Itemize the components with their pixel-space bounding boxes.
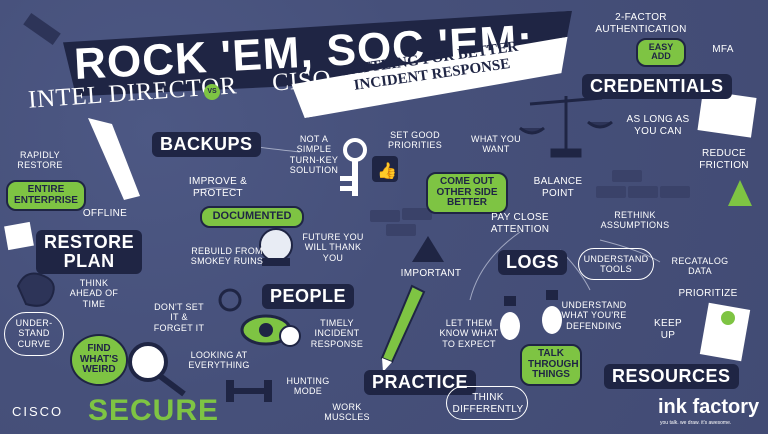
sword-icon bbox=[88, 118, 140, 200]
document-icon bbox=[699, 302, 751, 362]
key-icon bbox=[340, 138, 367, 196]
find-weird-bubble: FIND WHAT'S WEIRD bbox=[70, 334, 128, 386]
pay-close-attention-text: PAY CLOSE ATTENTION bbox=[490, 212, 550, 235]
understand-curve-text: UNDER-STAND CURVE bbox=[15, 318, 53, 349]
talk-through-bubble: TALK THROUGH THINGS bbox=[520, 344, 582, 386]
balance-scale-icon bbox=[519, 96, 613, 158]
easy-add-bubble: EASY ADD bbox=[636, 38, 686, 67]
crystal-ball-icon bbox=[259, 228, 293, 266]
think-ahead-text: THINK AHEAD OF TIME bbox=[69, 278, 119, 309]
eye-icon bbox=[240, 314, 301, 347]
people-label: PEOPLE bbox=[262, 284, 355, 309]
mfa-text: MFA bbox=[712, 44, 734, 55]
hunting-mode-text: HUNTING MODE bbox=[286, 376, 330, 397]
dont-set-text: DON'T SET IT & FORGET IT bbox=[153, 302, 205, 333]
understand-curve-cloud bbox=[4, 312, 64, 356]
plan-label: PLAN bbox=[63, 250, 115, 271]
fighters-icon bbox=[500, 290, 562, 340]
important-text: IMPORTANT bbox=[400, 268, 462, 279]
backups-label: BACKUPS bbox=[152, 132, 261, 157]
two-factor-text: 2-FACTOR AUTHENTICATION bbox=[595, 12, 687, 35]
thumbs-up-icon bbox=[372, 156, 398, 182]
ink-factory-tagline: you talk. we draw. it's awesome. bbox=[660, 420, 732, 426]
understand-tools-text: UNDERSTAND TOOLS bbox=[583, 254, 649, 275]
what-you-want-text: WHAT YOU WANT bbox=[471, 134, 521, 155]
brain-icon bbox=[16, 272, 55, 307]
recatalog-text: RECATALOG DATA bbox=[671, 256, 729, 277]
prioritize-text: PRIORITIZE bbox=[678, 288, 738, 299]
resources-label: RESOURCES bbox=[604, 364, 739, 389]
documented-bubble: DOCUMENTED bbox=[200, 206, 304, 228]
vs-badge: VS bbox=[204, 84, 220, 100]
note-icon bbox=[4, 221, 34, 251]
brick-wall-decor bbox=[370, 170, 690, 236]
come-out-bubble: COME OUT OTHER SIDE BETTER bbox=[426, 172, 508, 214]
understand-tools-cloud bbox=[578, 248, 654, 280]
let-them-know-text: LET THEM KNOW WHAT TO EXPECT bbox=[439, 318, 499, 349]
warning-icon bbox=[412, 236, 444, 262]
timely-response-text: TIMELY INCIDENT RESPONSE bbox=[310, 318, 364, 349]
rebuild-text: REBUILD FROM SMOKEY RUINS bbox=[190, 246, 264, 267]
set-good-priorities-text: SET GOOD PRIORITIES bbox=[387, 130, 442, 151]
rapidly-restore-text: RAPIDLY RESTORE bbox=[17, 150, 63, 171]
balance-point-text: BALANCE POINT bbox=[533, 176, 583, 199]
improve-protect-text: IMPROVE & PROTECT bbox=[188, 176, 248, 199]
restore-label: RESTORE bbox=[44, 232, 135, 252]
dumbbell-icon bbox=[226, 380, 272, 402]
offline-text: OFFLINE bbox=[82, 208, 128, 219]
entire-enterprise-bubble: ENTIRE ENTERPRISE bbox=[6, 180, 86, 211]
cisco-logo: CISCO bbox=[12, 404, 64, 419]
secure-text: SECURE bbox=[88, 394, 220, 427]
as-long-text: AS LONG AS YOU CAN bbox=[626, 114, 690, 137]
ink-factory-logo: ink factory bbox=[658, 396, 760, 418]
reduce-friction-text: REDUCE FRICTION bbox=[699, 148, 749, 171]
future-thank-text: FUTURE YOU WILL THANK YOU bbox=[302, 232, 364, 263]
think-differently-cloud bbox=[446, 386, 528, 420]
warning-icon-green bbox=[728, 180, 752, 206]
keep-up-text: KEEP UP bbox=[654, 318, 682, 341]
svg-text:👍: 👍 bbox=[377, 161, 397, 180]
think-differently-text: THINK DIFFERENTLY bbox=[452, 392, 524, 415]
pencil-icon bbox=[380, 284, 426, 372]
credentials-label: CREDENTIALS bbox=[582, 74, 732, 99]
not-simple-text: NOT A SIMPLE TURN-KEY SOLUTION bbox=[289, 134, 339, 176]
logs-label: LOGS bbox=[498, 250, 568, 275]
magnifying-glass-icon bbox=[128, 342, 186, 397]
understand-defending-text: UNDERSTAND WHAT YOU'RE DEFENDING bbox=[561, 300, 627, 331]
rethink-text: RETHINK ASSUMPTIONS bbox=[600, 210, 670, 231]
looking-everything-text: LOOKING AT EVERYTHING bbox=[188, 350, 250, 371]
no-sign-icon bbox=[218, 288, 242, 312]
notepad-icon bbox=[697, 90, 757, 138]
work-muscles-text: WORK MUSCLES bbox=[324, 402, 370, 423]
restore-plan-label: RESTORE PLAN bbox=[36, 230, 143, 274]
